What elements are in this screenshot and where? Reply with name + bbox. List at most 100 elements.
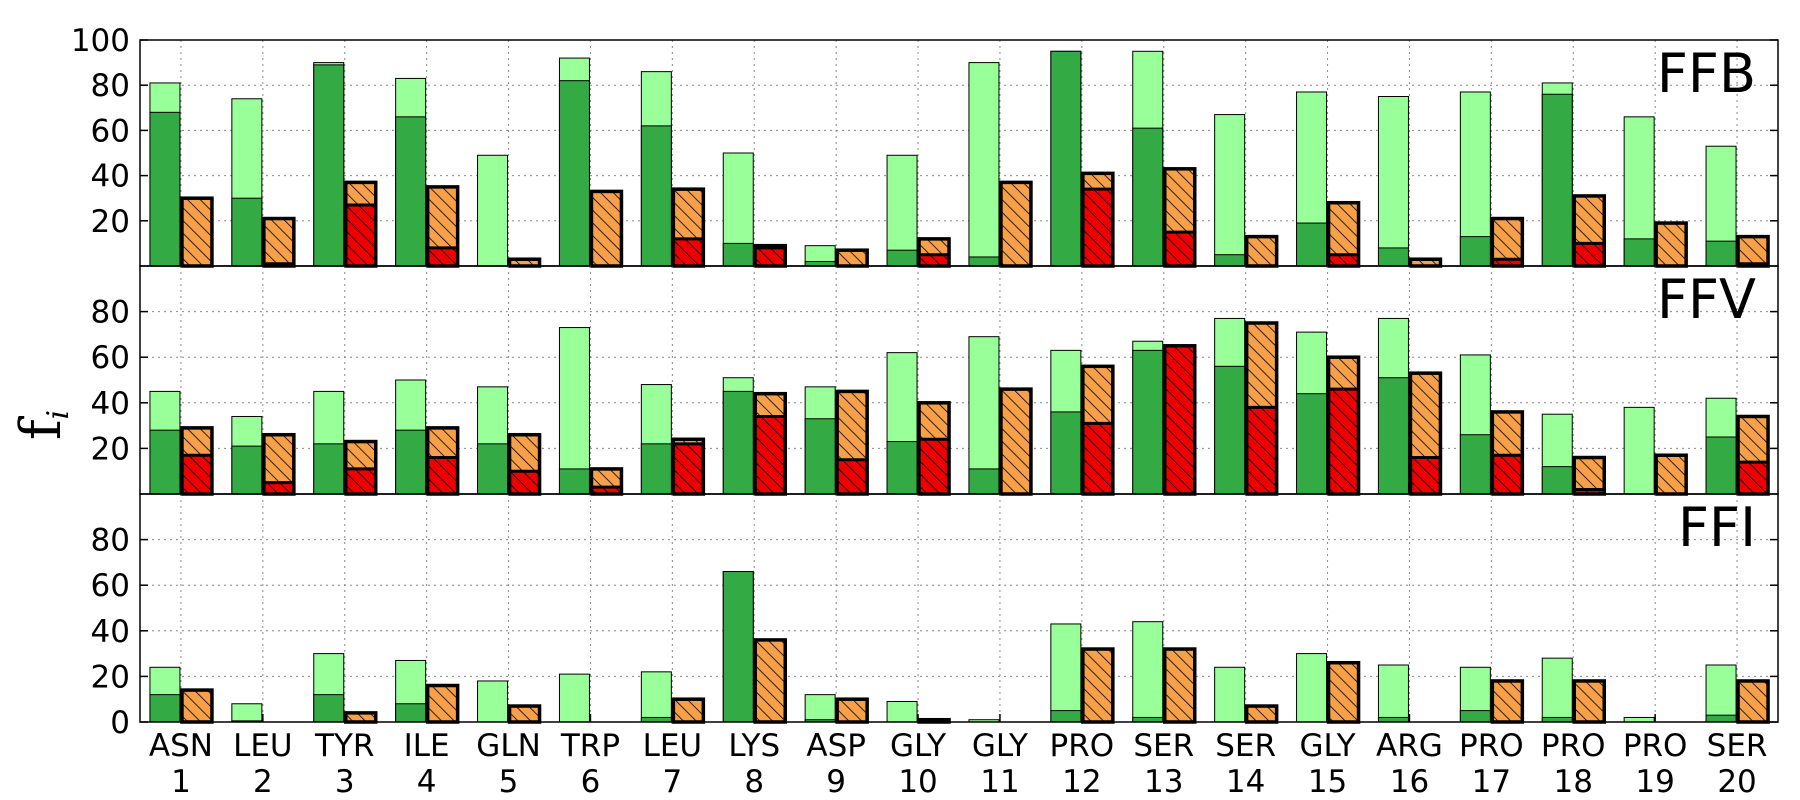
bar-green-total [1296,653,1328,723]
y-tick-label: 80 [91,523,130,559]
bar-orange-hatch [1490,410,1525,496]
x-tick-position: 16 [1390,764,1429,800]
bar-orange-hatch [835,389,869,496]
bar-green-dark [886,441,918,495]
bar-green-dark [1459,236,1491,267]
bar-green-dark [395,116,427,267]
bar-orange-hatch [1326,660,1361,724]
x-tick-residue: PRO [1541,728,1606,764]
bar-orange-hatch [1736,679,1770,724]
bar-green-dark [1377,247,1409,267]
bar-orange-hatch [262,432,296,496]
bar-green-dark [886,249,918,267]
bar-orange-hatch [671,437,706,496]
bar-green-dark [313,64,345,267]
bar-green-dark [722,390,754,495]
y-tick-label: 40 [91,614,130,650]
bar-green-dark [149,694,181,723]
panel-frame [139,493,1779,723]
bar-orange-hatch [1326,355,1361,496]
x-tick-position: 1 [171,764,191,800]
bar-orange-hatch [180,196,214,268]
bar-green-dark [1541,93,1573,267]
bar-green-total [1377,664,1409,723]
x-tick-position: 2 [253,764,273,800]
bar-orange-hatch [999,387,1033,496]
bar-green-dark [231,197,263,267]
bar-orange-hatch [425,426,460,496]
panel-title: FFB [1657,42,1756,105]
bar-orange-hatch [753,391,787,496]
bar-green-total [1705,664,1737,723]
panel-frame [139,39,1779,267]
x-tick-position: 13 [1144,764,1183,800]
bar-orange-hatch [1163,344,1197,496]
bar-green-dark [1132,127,1164,267]
bar-orange-hatch [1490,679,1525,724]
bar-green-dark [804,418,836,495]
x-tick-residue: SER [1133,728,1194,764]
bar-green-dark [722,571,754,723]
bar-green-total [968,62,1000,267]
y-tick-label: 0 [110,705,130,741]
bar-green-total [1623,406,1655,495]
bar-green-dark [1050,50,1082,267]
bar-orange-hatch [589,467,624,496]
bar-green-total [1214,666,1246,723]
bar-green-dark [395,703,427,723]
bar-green-total [558,673,590,723]
panel-ffv: 20 40 60 80 FFV [91,265,1779,496]
bar-orange-hatch [1736,414,1770,496]
x-tick-position: 5 [499,764,519,800]
bar-green-total [1050,623,1082,723]
panel-title: FFV [1657,268,1756,331]
y-tick-label: 40 [91,159,130,195]
bar-orange-hatch [999,180,1033,268]
bar-green-total [477,154,509,267]
x-tick-residue: LEU [233,728,293,764]
bar-green-dark [231,445,263,495]
bar-orange-hatch [835,697,869,724]
x-tick-residue: ARG [1376,728,1443,764]
bar-green-dark [1132,349,1164,495]
x-tick-position: 10 [898,764,937,800]
x-tick-residue: SER [1215,728,1276,764]
bar-orange-hatch [507,432,542,496]
bar-green-dark [1377,377,1409,495]
bar-green-dark [1296,222,1328,267]
x-tick-residue: GLY [890,728,946,764]
bar-green-dark [395,429,427,495]
y-tick-label: 60 [91,340,130,376]
bar-orange-hatch [262,216,296,268]
bar-green-total [477,680,509,723]
bar-green-dark [149,111,181,267]
x-tick-residue: ILE [404,728,450,764]
bar-orange-hatch [671,187,706,268]
bar-green-dark [640,443,672,495]
bar-orange-hatch [507,257,542,268]
y-tick-label: 20 [91,659,130,695]
bar-green-total [804,694,836,723]
x-tick-position: 9 [826,764,846,800]
bar-green-total [886,700,918,723]
x-tick-position: 20 [1717,764,1756,800]
x-tick-position: 8 [744,764,764,800]
bar-green-dark [313,443,345,495]
bar-green-dark [640,125,672,267]
bar-green-dark [968,468,1000,495]
bar-orange-hatch [1081,364,1115,496]
bar-orange-hatch [1408,257,1443,268]
bar-green-dark [722,242,754,267]
bar-orange-hatch [344,180,378,268]
bar-green-dark [1459,434,1491,495]
bar-orange-hatch [425,683,460,724]
y-tick-label: 80 [91,295,130,331]
y-tick-label: 60 [91,113,130,149]
y-tick-label: 20 [91,431,130,467]
bar-orange-hatch [425,185,460,268]
panel-title: FFI [1678,496,1756,559]
bar-green-dark [1214,365,1246,495]
x-tick-residue: GLY [972,728,1028,764]
bar-orange-hatch [1081,171,1115,268]
x-tick-residue: PRO [1459,728,1524,764]
